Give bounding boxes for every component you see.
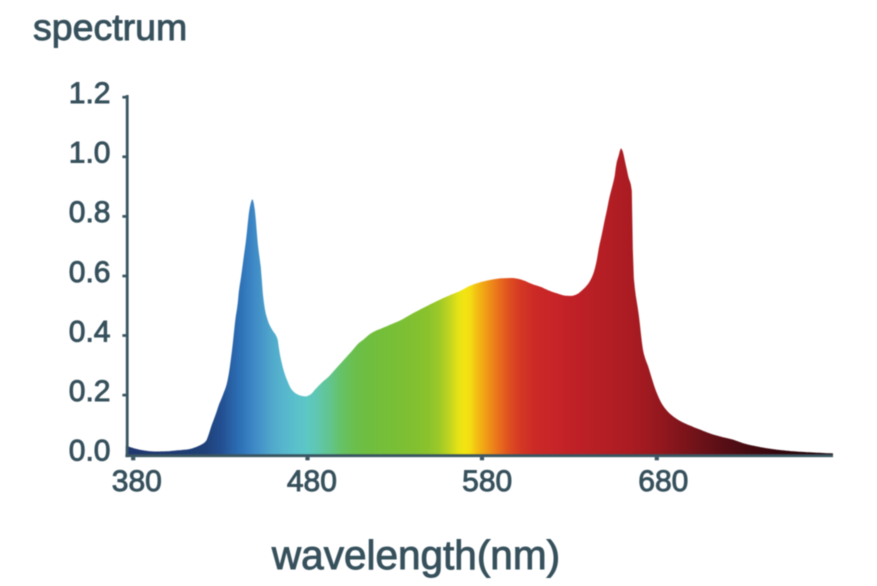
- svg-text:0.4: 0.4: [69, 315, 111, 348]
- svg-text:1.2: 1.2: [69, 77, 111, 110]
- svg-text:680: 680: [638, 465, 688, 498]
- svg-text:1.0: 1.0: [69, 137, 111, 170]
- svg-text:wavelength(nm): wavelength(nm): [271, 532, 560, 578]
- svg-text:0.0: 0.0: [69, 435, 111, 468]
- svg-text:0.8: 0.8: [69, 196, 111, 229]
- svg-text:580: 580: [462, 465, 512, 498]
- svg-text:0.6: 0.6: [69, 256, 111, 289]
- svg-text:480: 480: [287, 465, 337, 498]
- svg-text:380: 380: [112, 465, 162, 498]
- svg-text:spectrum: spectrum: [33, 6, 187, 48]
- svg-text:0.2: 0.2: [69, 375, 111, 408]
